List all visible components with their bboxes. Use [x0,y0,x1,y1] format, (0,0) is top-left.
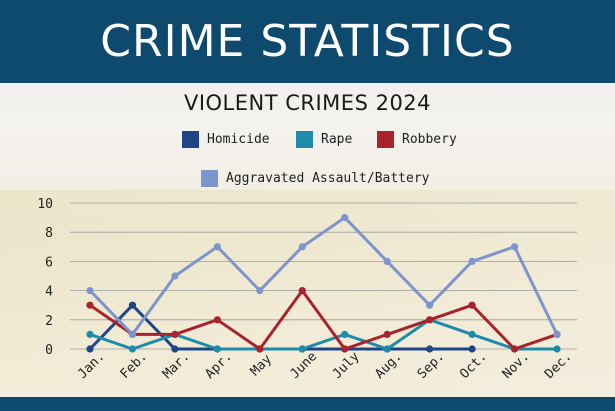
legend-label-robbery: Robbery [402,132,457,147]
chart-title: VIOLENT CRIMES 2024 [183,91,432,115]
data-point [171,345,179,353]
x-tick-label: June [287,349,320,382]
x-tick-label: Mar. [160,349,193,382]
data-point [256,345,264,353]
y-axis: 0 2 4 6 8 10 [37,197,53,358]
chart-series [86,214,561,353]
series-line [88,216,559,336]
page-title: CRIME STATISTICS [100,16,515,67]
data-point [171,272,179,280]
data-point [86,287,94,295]
legend-label-aggravated-assault: Aggravated Assault/Battery [226,171,430,186]
data-point [553,345,561,353]
data-point [468,257,476,265]
chart-grid [70,202,577,350]
x-tick-label: Oct. [457,349,490,382]
legend-label-rape: Rape [321,132,353,147]
data-point [426,345,434,353]
data-point [128,330,137,338]
data-point [256,287,264,295]
data-point [341,330,349,338]
legend-item-rape: Rape [296,131,352,148]
data-point [298,345,306,353]
header-banner: CRIME STATISTICS [0,0,615,83]
data-point [86,345,94,353]
legend-swatch-aggravated-assault [201,170,218,187]
data-point [213,345,221,353]
x-tick-label: Sep. [415,349,448,382]
legend-swatch-homicide [182,131,199,148]
y-tick-label: 2 [45,314,53,329]
data-point [468,301,476,309]
x-tick-label: Nov. [500,349,533,382]
data-point [426,301,434,309]
y-tick-label: 10 [37,197,53,212]
data-point [213,316,221,324]
legend-swatch-rape [296,131,313,148]
y-tick-label: 6 [45,255,53,270]
data-point [128,345,137,353]
data-point [298,287,306,295]
x-tick-label: Feb. [118,349,151,382]
legend-item-homicide: Homicide [182,131,270,148]
background-photo-band [0,190,615,390]
legend-item-robbery: Robbery [377,131,457,148]
legend-label-homicide: Homicide [207,132,270,147]
data-point [128,301,137,309]
data-point [171,330,179,338]
data-point [426,316,434,324]
data-point [341,345,349,353]
data-point [341,214,349,222]
data-point [86,330,94,338]
footer-bar [0,397,615,411]
data-point [510,345,519,353]
x-tick-label: Dec. [542,349,575,382]
data-point [213,243,221,251]
data-point [86,301,94,309]
series-aggravated-assault-battery [86,214,561,338]
legend-swatch-robbery [377,131,394,148]
data-point [510,243,519,251]
series-line [88,289,559,351]
data-point [298,243,306,251]
y-tick-label: 4 [45,285,53,300]
x-axis: Jan. Feb. Mar. Apr. May June July Aug. Sep. Oct. N… [75,349,575,382]
x-tick-label: July [330,349,363,382]
data-point [468,345,476,353]
data-point [383,257,391,265]
y-tick-label: 8 [45,226,53,241]
data-point [383,330,391,338]
x-tick-label: Apr. [203,349,236,382]
data-point [553,330,561,338]
data-point [383,345,391,353]
series-line [88,318,559,351]
data-point [468,330,476,338]
x-tick-label: Jan. [75,349,108,382]
legend-item-aggravated-assault: Aggravated Assault/Battery [201,170,430,187]
x-tick-label: May [248,352,275,379]
x-tick-label: Aug. [372,349,405,382]
y-tick-label: 0 [45,343,53,358]
